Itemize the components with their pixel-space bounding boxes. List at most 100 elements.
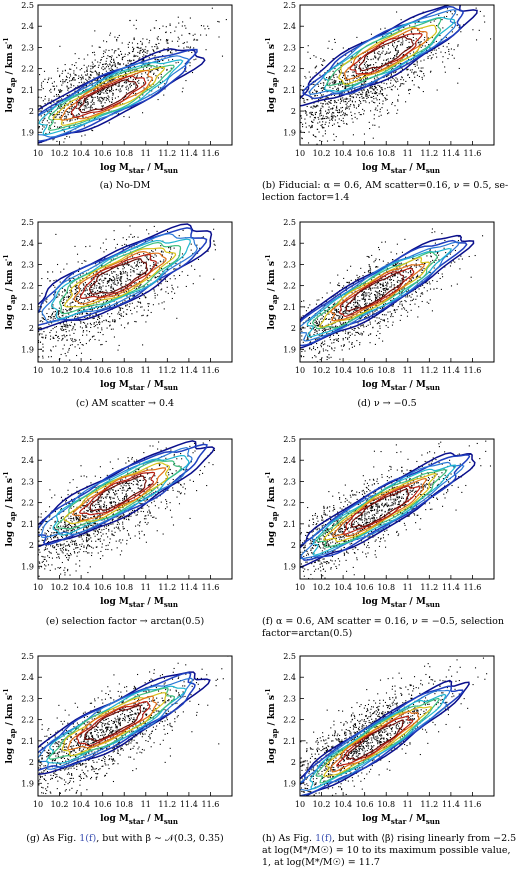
scatter-point	[374, 296, 377, 298]
scatter-point	[431, 50, 433, 52]
scatter-point	[119, 308, 121, 310]
scatter-point	[378, 99, 381, 101]
scatter-point	[358, 91, 360, 93]
scatter-point	[155, 44, 158, 46]
scatter-point	[67, 295, 69, 297]
scatter-point	[337, 88, 340, 90]
scatter-point	[84, 74, 87, 76]
scatter-point	[296, 117, 297, 118]
scatter-point	[396, 309, 398, 311]
scatter-point	[74, 74, 76, 76]
scatter-point	[104, 76, 106, 78]
scatter-point	[379, 307, 381, 309]
scatter-point	[392, 265, 394, 267]
scatter-point	[378, 322, 380, 324]
scatter-point	[400, 83, 402, 85]
scatter-point	[139, 301, 141, 303]
scatter-point	[328, 328, 330, 330]
scatter-point	[419, 43, 421, 45]
scatter-point	[345, 311, 347, 313]
scatter-point	[110, 67, 112, 69]
scatter-point	[98, 98, 100, 100]
scatter-point	[79, 326, 81, 328]
scatter-point	[475, 7, 477, 9]
scatter-point	[118, 113, 120, 115]
scatter-point	[70, 68, 72, 70]
scatter-point	[112, 328, 114, 330]
scatter-point	[398, 94, 400, 96]
scatter-point	[97, 97, 99, 99]
scatter-point	[57, 296, 59, 298]
scatter-point	[111, 97, 113, 99]
scatter-point	[336, 101, 338, 104]
scatter-point	[190, 243, 192, 245]
scatter-point	[66, 325, 68, 327]
scatter-point	[337, 284, 339, 286]
scatter-point	[101, 280, 103, 282]
scatter-point	[381, 88, 383, 90]
scatter-point	[381, 82, 383, 84]
scatter-point	[70, 86, 72, 88]
scatter-point	[36, 323, 37, 324]
scatter-point	[446, 46, 448, 48]
scatter-point	[387, 318, 389, 320]
scatter-point	[334, 302, 336, 304]
scatter-point	[139, 47, 141, 49]
scatter-point	[377, 321, 379, 324]
scatter-point	[53, 284, 55, 287]
scatter-point	[414, 291, 417, 293]
scatter-point	[214, 249, 216, 251]
scatter-point	[374, 124, 376, 126]
scatter-point	[377, 330, 379, 332]
scatter-point	[342, 339, 344, 341]
scatter-point	[118, 75, 120, 77]
scatter-point	[95, 291, 97, 293]
scatter-point	[73, 85, 75, 87]
scatter-point	[145, 46, 147, 48]
scatter-point	[316, 94, 318, 97]
scatter-point	[86, 80, 88, 82]
scatter-point	[59, 89, 61, 91]
scatter-point	[77, 302, 80, 304]
panel-d: 10 10.2 10.4 10.6 10.8 11 11.2 11.4 11.6 1.9 2 2.1 2…	[262, 217, 512, 392]
scatter-point	[442, 45, 444, 47]
scatter-point	[448, 42, 450, 45]
scatter-point	[115, 247, 117, 249]
scatter-point	[384, 241, 386, 243]
scatter-point	[195, 39, 197, 41]
scatter-point	[408, 289, 410, 291]
scatter-point	[166, 50, 169, 52]
scatter-point	[161, 67, 163, 69]
scatter-point	[50, 88, 52, 90]
scatter-point	[354, 308, 356, 310]
scatter-point	[408, 93, 410, 95]
scatter-point	[348, 100, 350, 103]
scatter-point	[309, 116, 311, 118]
scatter-point	[101, 264, 103, 266]
scatter-point	[316, 104, 318, 106]
scatter-point	[390, 314, 392, 316]
scatter-point	[42, 88, 44, 90]
scatter-point	[364, 292, 366, 294]
scatter-point	[102, 242, 104, 244]
scatter-point	[53, 337, 55, 339]
scatter-point	[143, 253, 145, 255]
scatter-point	[102, 63, 104, 65]
scatter-point	[375, 266, 378, 268]
scatter-point	[141, 43, 143, 46]
scatter-point	[135, 321, 137, 323]
scatter-point	[401, 308, 403, 310]
scatter-point	[61, 295, 63, 297]
scatter-point	[384, 281, 387, 283]
scatter-point	[128, 264, 130, 266]
scatter-point	[336, 107, 338, 109]
scatter-point	[391, 305, 393, 307]
scatter-point	[120, 50, 122, 53]
scatter-point	[361, 41, 363, 43]
scatter-point	[326, 91, 328, 93]
scatter-point	[69, 119, 71, 121]
scatter-point	[379, 85, 381, 88]
scatter-point	[91, 309, 93, 311]
scatter-point	[138, 262, 141, 264]
scatter-point	[390, 82, 392, 84]
